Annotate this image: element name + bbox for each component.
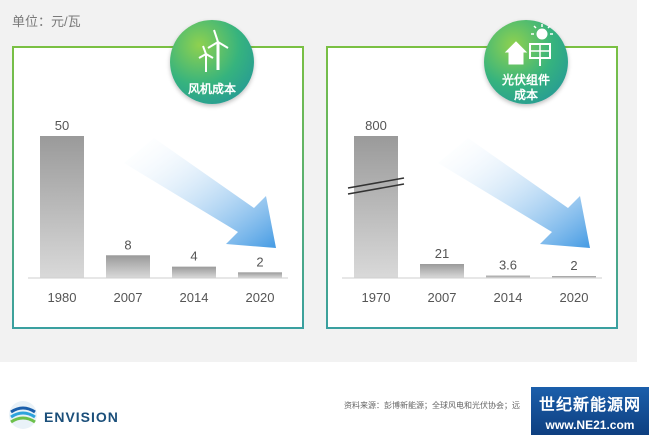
value-label-2014: 3.6 xyxy=(499,258,517,273)
trend-arrow xyxy=(124,138,276,248)
source-note: 资料来源：彭博新能源；全球风电和光伏协会；远 xyxy=(344,401,520,410)
wind-turbine-icon xyxy=(198,29,229,72)
value-label-2007: 8 xyxy=(124,237,131,252)
bar-2014 xyxy=(486,275,530,278)
bar-2014 xyxy=(172,266,216,278)
bar-1980 xyxy=(40,136,84,278)
wind-cost-panel: 50 1980 8 2007 4 2014 2 2020 xyxy=(12,46,304,329)
category-label-2020: 2020 xyxy=(246,290,275,305)
category-label-2014: 2014 xyxy=(494,290,523,305)
value-label-2020: 2 xyxy=(256,254,263,269)
category-label-2020: 2020 xyxy=(560,290,589,305)
solar-cost-chart: 800 1970 21 2007 3.6 2014 2 2020 xyxy=(342,118,602,305)
bar-2020 xyxy=(552,276,596,278)
value-label-2020: 2 xyxy=(570,258,577,273)
value-label-1980: 50 xyxy=(55,118,69,133)
watermark-badge: 世纪新能源网 www.NE21.com xyxy=(530,386,650,436)
bar-2007 xyxy=(420,264,464,278)
category-label-1980: 1980 xyxy=(48,290,77,305)
watermark-url: www.NE21.com xyxy=(545,418,635,432)
category-label-2014: 2014 xyxy=(180,290,209,305)
solar-cost-panel: 800 1970 21 2007 3.6 2014 2 2020 xyxy=(326,46,618,329)
category-label-1970: 1970 xyxy=(362,290,391,305)
value-label-1970: 800 xyxy=(365,118,387,133)
bar-1970 xyxy=(354,136,398,278)
solar-cost-badge: 光伏组件 成本 xyxy=(484,20,568,104)
bar-2007 xyxy=(106,255,150,278)
wind-badge-label: 风机成本 xyxy=(187,82,236,96)
watermark-title: 世纪新能源网 xyxy=(538,397,641,414)
axis-break-mark xyxy=(347,183,405,195)
envision-logo-icon xyxy=(9,401,37,429)
slide-background: 单位：元/瓦 50 1980 8 2007 4 2014 2 2020 风机成本 800 197… xyxy=(0,0,637,362)
unit-label: 单位：元/瓦 xyxy=(12,14,81,29)
value-label-2007: 21 xyxy=(435,246,449,261)
solar-badge-label: 光伏组件 成本 xyxy=(501,73,550,102)
bar-2020 xyxy=(238,272,282,278)
value-label-2014: 4 xyxy=(190,249,197,264)
trend-arrow xyxy=(438,138,590,248)
solar-house-icon xyxy=(504,24,553,66)
category-label-2007: 2007 xyxy=(428,290,457,305)
wind-cost-badge: 风机成本 xyxy=(170,20,254,104)
wind-cost-chart: 50 1980 8 2007 4 2014 2 2020 xyxy=(28,118,288,305)
axis-break-mark xyxy=(347,177,405,189)
category-label-2007: 2007 xyxy=(114,290,143,305)
brand-name: ENVISION xyxy=(44,409,119,425)
